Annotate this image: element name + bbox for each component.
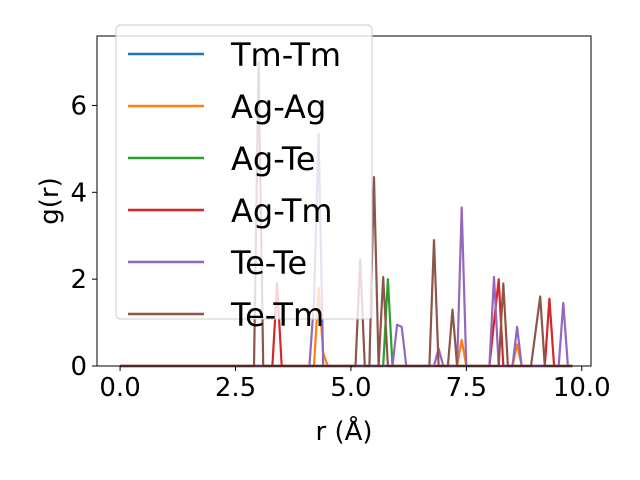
y-tick-label: 4 [70, 178, 87, 208]
x-tick-label: 10.0 [553, 373, 611, 403]
y-axis-label: g(r) [35, 177, 65, 224]
x-tick-label: 5.0 [330, 373, 371, 403]
legend-label: Ag-Ag [231, 88, 326, 126]
legend-box [115, 24, 373, 320]
x-tick-label: 2.5 [215, 373, 256, 403]
legend: Tm-Tm Ag-Ag Ag-Te Ag-Tm Te-Te Te-Tm [115, 24, 373, 334]
x-tick-label: 0.0 [99, 373, 140, 403]
legend-label: Te-Tm [230, 296, 324, 334]
legend-label: Te-Te [230, 244, 307, 282]
legend-label: Ag-Te [231, 140, 316, 178]
x-tick-label: 7.5 [446, 373, 487, 403]
legend-label: Tm-Tm [230, 36, 341, 74]
y-axis-ticks: 0 2 4 6 [70, 91, 97, 382]
x-axis-label: r (Å) [315, 415, 372, 447]
y-tick-label: 0 [70, 352, 87, 382]
x-axis-ticks: 0.0 2.5 5.0 7.5 10.0 [99, 366, 611, 403]
y-tick-label: 6 [70, 91, 87, 121]
y-tick-label: 2 [70, 265, 87, 295]
legend-label: Ag-Tm [231, 192, 333, 230]
